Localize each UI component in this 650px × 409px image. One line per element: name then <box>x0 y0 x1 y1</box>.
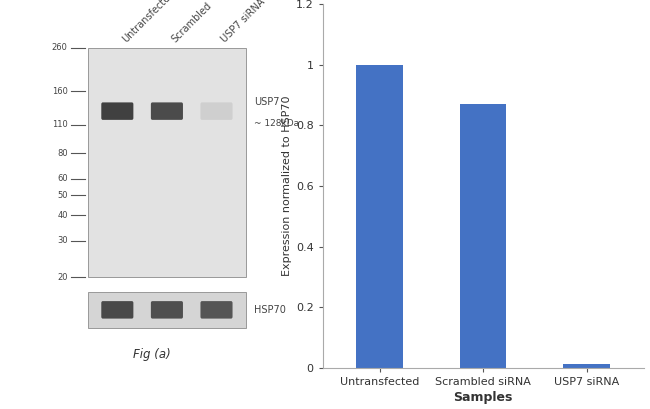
Text: 20: 20 <box>57 272 68 282</box>
Text: HSP70: HSP70 <box>254 305 286 315</box>
FancyBboxPatch shape <box>101 301 133 319</box>
Bar <box>564 364 610 368</box>
Y-axis label: Expression normalized to HSP70: Expression normalized to HSP70 <box>281 96 292 276</box>
Text: 80: 80 <box>57 148 68 157</box>
FancyBboxPatch shape <box>101 102 133 120</box>
Text: 110: 110 <box>52 120 68 129</box>
Text: 160: 160 <box>52 87 68 96</box>
FancyBboxPatch shape <box>151 301 183 319</box>
Text: 60: 60 <box>57 174 68 183</box>
Text: 50: 50 <box>57 191 68 200</box>
Bar <box>356 65 403 368</box>
Text: ~ 128kDa: ~ 128kDa <box>254 119 300 128</box>
Text: Untransfected: Untransfected <box>120 0 176 44</box>
Text: 260: 260 <box>52 43 68 52</box>
FancyBboxPatch shape <box>151 102 183 120</box>
Text: USP7: USP7 <box>254 97 280 107</box>
Text: Fig (a): Fig (a) <box>133 348 171 361</box>
X-axis label: Samples: Samples <box>454 391 513 404</box>
Text: USP7 siRNA: USP7 siRNA <box>220 0 267 44</box>
Bar <box>460 104 506 368</box>
Text: 30: 30 <box>57 236 68 245</box>
FancyBboxPatch shape <box>200 301 233 319</box>
Text: Scrambled: Scrambled <box>170 0 214 44</box>
Bar <box>88 292 246 328</box>
FancyBboxPatch shape <box>200 102 233 120</box>
Text: 40: 40 <box>57 211 68 220</box>
Bar <box>88 48 246 277</box>
